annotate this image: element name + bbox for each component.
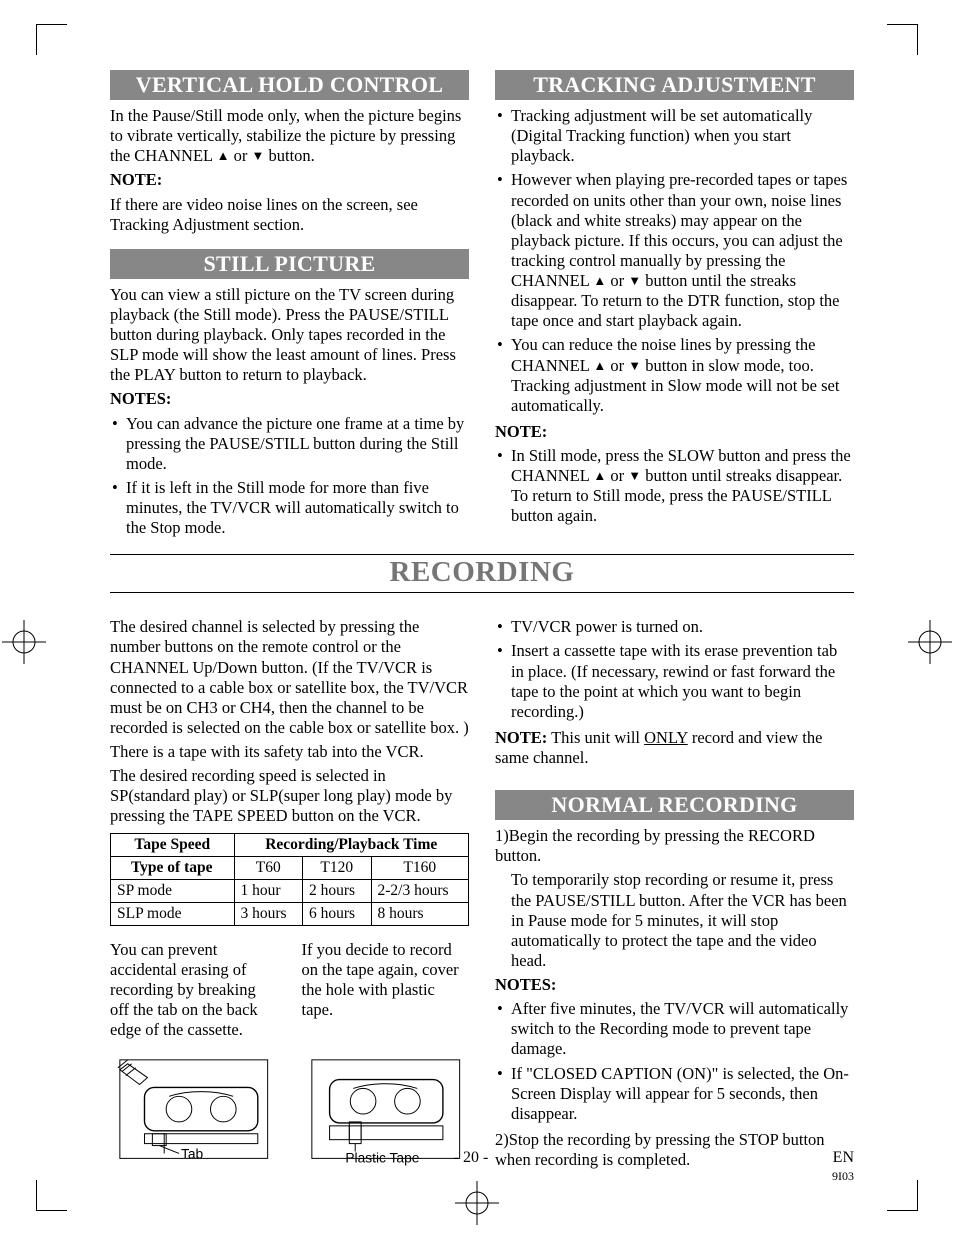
down-triangle-icon: ▼ [628, 468, 641, 484]
page-number: - 20 - [454, 1149, 489, 1185]
tracking-note-list: In Still mode, press the SLOW button and… [495, 446, 854, 527]
td: 2-2/3 hours [371, 879, 469, 902]
th-type: Type of tape [125, 856, 234, 879]
tape-speed-table: Tape Speed Recording/Playback Time Type … [110, 833, 469, 926]
vhc-paragraph: In the Pause/Still mode only, when the p… [110, 106, 469, 166]
registration-mark-left [2, 620, 46, 664]
left-column: VERTICAL HOLD CONTROL In the Pause/Still… [110, 70, 469, 544]
s2num: 2) [495, 1130, 509, 1149]
manual-page: VERTICAL HOLD CONTROL In the Pause/Still… [0, 0, 954, 1235]
recording-prereq-list: TV/VCR power is turned on. Insert a cass… [495, 617, 854, 722]
td-sp: SP mode [111, 879, 235, 902]
tracking-list: Tracking adjustment will be set automati… [495, 106, 854, 416]
registration-mark-right [908, 620, 952, 664]
rec-p3: The desired recording speed is selected … [110, 766, 469, 826]
lang-code: EN [833, 1149, 854, 1166]
table-row: Tape Speed Recording/Playback Time [111, 833, 469, 856]
retape-text: If you decide to record on the tape agai… [302, 940, 470, 1041]
recording-left-column: The desired channel is selected by press… [110, 617, 469, 1174]
s1num: 1) [495, 826, 509, 845]
vhc-note-label: NOTE: [110, 170, 469, 190]
tracking-note-1: In Still mode, press the SLOW button and… [495, 446, 854, 527]
only-underlined: ONLY [644, 728, 688, 747]
section-vertical-hold: VERTICAL HOLD CONTROL [110, 70, 469, 100]
still-notes-label: NOTES: [110, 389, 469, 409]
rec-note-label: NOTE: [495, 728, 547, 747]
recording-title: RECORDING [110, 554, 854, 593]
section-tracking-adjustment: TRACKING ADJUSTMENT [495, 70, 854, 100]
up-triangle-icon: ▲ [217, 148, 230, 164]
still-note-2: If it is left in the Still mode for more… [110, 478, 469, 538]
up-triangle-icon: ▲ [593, 273, 606, 289]
section-normal-recording: NORMAL RECORDING [495, 790, 854, 820]
crop-mark-tl [36, 24, 67, 55]
td-slp: SLP mode [111, 902, 235, 925]
recording-right-column: TV/VCR power is turned on. Insert a cass… [495, 617, 854, 1174]
registration-mark-bottom [455, 1181, 499, 1225]
up-triangle-icon: ▲ [593, 358, 606, 374]
tn1b: or [606, 466, 628, 485]
td: 1 hour [234, 879, 303, 902]
upper-columns: VERTICAL HOLD CONTROL In the Pause/Still… [110, 70, 854, 544]
normal-note-2: If "CLOSED CAPTION (ON)" is selected, th… [495, 1064, 854, 1124]
up-triangle-icon: ▲ [593, 468, 606, 484]
th-t160: T160 [371, 856, 469, 879]
t3b: or [606, 356, 628, 375]
still-paragraph: You can view a still picture on the TV s… [110, 285, 469, 386]
tracking-note-label: NOTE: [495, 422, 854, 442]
t2b: or [606, 271, 628, 290]
th-t60: T60 [234, 856, 303, 879]
down-triangle-icon: ▼ [628, 358, 641, 374]
two-text-blocks: You can prevent accidental erasing of re… [110, 940, 469, 1041]
rec-note-a: This unit will [547, 728, 644, 747]
rec-p1: The desired channel is selected by press… [110, 617, 469, 738]
still-note-1: You can advance the picture one frame at… [110, 414, 469, 474]
page-footer: - 20 - EN 9I03 [0, 1149, 954, 1185]
recording-note: NOTE: This unit will ONLY record and vie… [495, 728, 854, 768]
right-column: TRACKING ADJUSTMENT Tracking adjustment … [495, 70, 854, 544]
vhc-note: If there are video noise lines on the sc… [110, 195, 469, 235]
th-speed: Tape Speed [111, 833, 235, 856]
prereq-1: TV/VCR power is turned on. [495, 617, 854, 637]
td: 6 hours [303, 902, 372, 925]
vhc-text-c: button. [264, 146, 314, 165]
doc-code: 9I03 [832, 1169, 854, 1183]
table-row: SP mode 1 hour 2 hours 2-2/3 hours [111, 879, 469, 902]
table-row: Type of tape T60 T120 T160 [111, 856, 469, 879]
normal-note-1: After five minutes, the TV/VCR will auto… [495, 999, 854, 1059]
th-t120: T120 [303, 856, 372, 879]
down-triangle-icon: ▼ [628, 273, 641, 289]
tracking-item-2: However when playing pre-recorded tapes … [495, 170, 854, 331]
normal-step1: 1)Begin the recording by pressing the RE… [495, 826, 854, 866]
lower-columns: The desired channel is selected by press… [110, 617, 854, 1174]
rec-p2: There is a tape with its safety tab into… [110, 742, 469, 762]
td: 3 hours [234, 902, 303, 925]
tracking-item-1: Tracking adjustment will be set automati… [495, 106, 854, 166]
prevent-erase-text: You can prevent accidental erasing of re… [110, 940, 278, 1041]
tracking-item-3: You can reduce the noise lines by pressi… [495, 335, 854, 416]
normal-notes-list: After five minutes, the TV/VCR will auto… [495, 999, 854, 1124]
th-rec: Recording/Playback Time [234, 833, 469, 856]
crop-mark-tr [887, 24, 918, 55]
still-notes-list: You can advance the picture one frame at… [110, 414, 469, 539]
s1a: Begin the recording by pressing the RECO… [495, 826, 815, 865]
normal-notes-label: NOTES: [495, 975, 854, 995]
td: 2 hours [303, 879, 372, 902]
table-row: SLP mode 3 hours 6 hours 8 hours [111, 902, 469, 925]
down-triangle-icon: ▼ [252, 148, 265, 164]
vhc-text-b: or [230, 146, 252, 165]
section-still-picture: STILL PICTURE [110, 249, 469, 279]
normal-step1-cont: To temporarily stop recording or resume … [495, 870, 854, 971]
td: 8 hours [371, 902, 469, 925]
prereq-2: Insert a cassette tape with its erase pr… [495, 641, 854, 722]
